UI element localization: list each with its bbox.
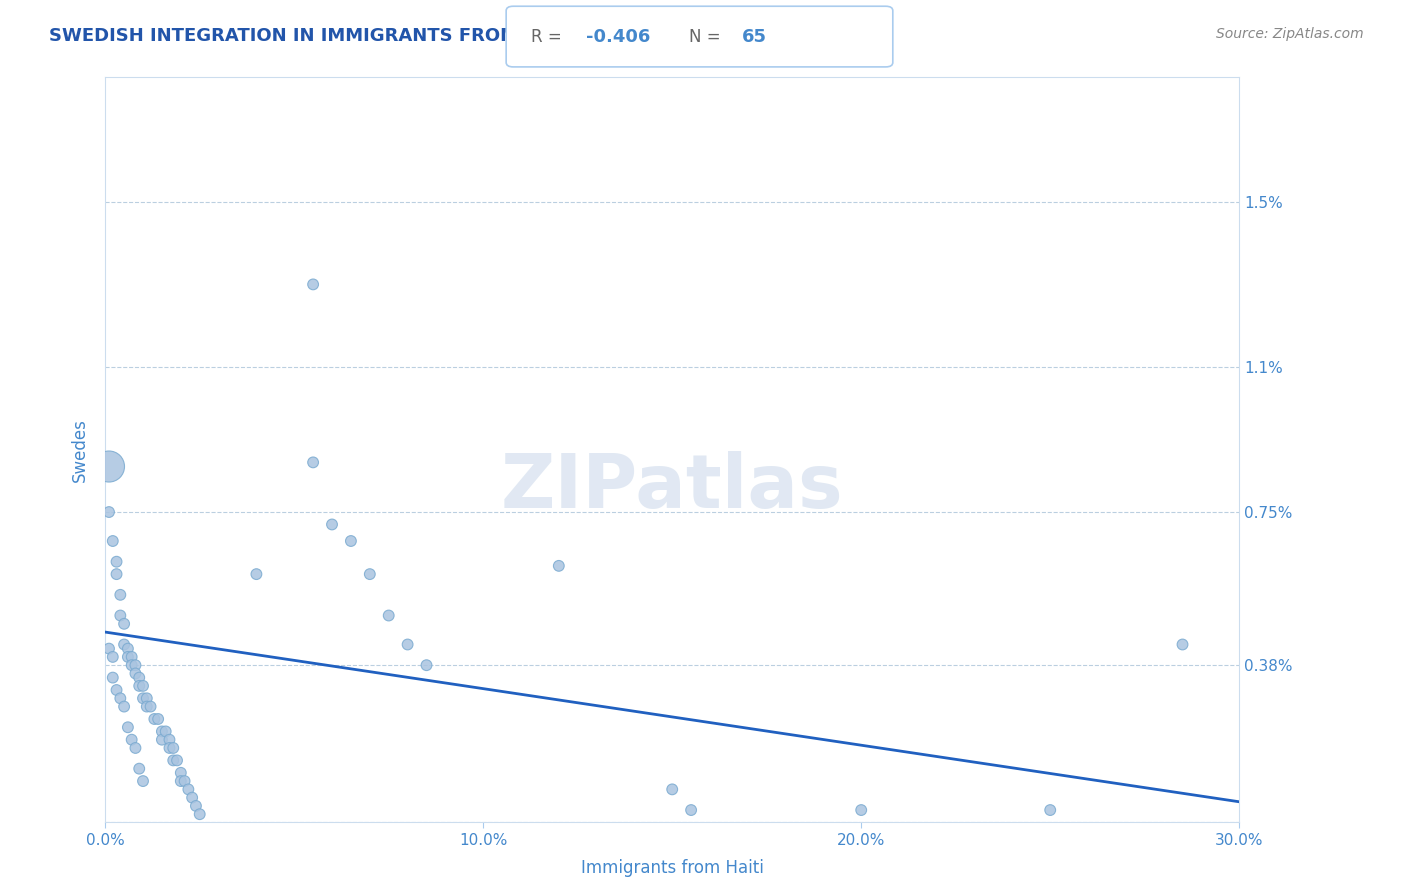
Point xyxy=(98,459,121,474)
Point xyxy=(184,798,207,813)
Point xyxy=(143,712,166,726)
Point xyxy=(124,741,146,756)
Point xyxy=(166,753,188,767)
Point xyxy=(150,732,173,747)
Point xyxy=(181,790,204,805)
Point xyxy=(146,712,169,726)
Point xyxy=(128,679,150,693)
Point xyxy=(110,691,132,706)
Point xyxy=(1039,803,1062,817)
Point xyxy=(98,641,121,656)
Point xyxy=(117,720,139,734)
Point xyxy=(302,277,325,292)
Point xyxy=(150,724,173,739)
Text: SWEDISH INTEGRATION IN IMMIGRANTS FROM HAITI COMMUNITIES: SWEDISH INTEGRATION IN IMMIGRANTS FROM H… xyxy=(49,27,730,45)
Point xyxy=(321,517,343,532)
Point xyxy=(340,534,363,549)
Point xyxy=(245,567,267,582)
Point xyxy=(173,774,195,789)
Text: R =: R = xyxy=(531,28,568,45)
Point xyxy=(396,638,419,652)
Point xyxy=(177,782,200,797)
Point xyxy=(170,774,193,789)
Point xyxy=(121,658,143,673)
Point xyxy=(155,724,177,739)
Point xyxy=(117,641,139,656)
Point xyxy=(1171,638,1194,652)
Point xyxy=(302,455,325,469)
Point xyxy=(101,649,124,664)
Point xyxy=(105,683,128,698)
Point xyxy=(110,608,132,623)
Point xyxy=(117,649,139,664)
Point xyxy=(162,741,184,756)
Point xyxy=(121,649,143,664)
Point xyxy=(101,671,124,685)
Point xyxy=(139,699,162,714)
Point xyxy=(105,555,128,569)
Point xyxy=(415,658,437,673)
Point xyxy=(101,534,124,549)
Y-axis label: Swedes: Swedes xyxy=(72,418,89,482)
Point xyxy=(359,567,381,582)
Point xyxy=(661,782,683,797)
Point xyxy=(112,699,135,714)
Point xyxy=(135,691,157,706)
Point xyxy=(377,608,399,623)
Point xyxy=(124,658,146,673)
Text: N =: N = xyxy=(689,28,725,45)
Point xyxy=(159,732,181,747)
Point xyxy=(112,616,135,631)
Point xyxy=(159,741,181,756)
Text: Source: ZipAtlas.com: Source: ZipAtlas.com xyxy=(1216,27,1364,41)
Point xyxy=(132,691,155,706)
Point xyxy=(121,732,143,747)
Point xyxy=(170,765,193,780)
Point xyxy=(851,803,873,817)
Point xyxy=(105,567,128,582)
Point xyxy=(547,558,569,573)
Point xyxy=(124,666,146,681)
X-axis label: Immigrants from Haiti: Immigrants from Haiti xyxy=(581,859,763,877)
Point xyxy=(98,505,121,519)
Point xyxy=(162,753,184,767)
Point xyxy=(128,671,150,685)
Text: ZIPatlas: ZIPatlas xyxy=(501,450,844,524)
Point xyxy=(132,679,155,693)
Text: 65: 65 xyxy=(742,28,768,45)
Point xyxy=(681,803,703,817)
Text: -0.406: -0.406 xyxy=(586,28,651,45)
Point xyxy=(112,638,135,652)
Point xyxy=(110,588,132,602)
Point xyxy=(135,699,157,714)
Point xyxy=(128,762,150,776)
Point xyxy=(132,774,155,789)
Point xyxy=(188,807,211,822)
